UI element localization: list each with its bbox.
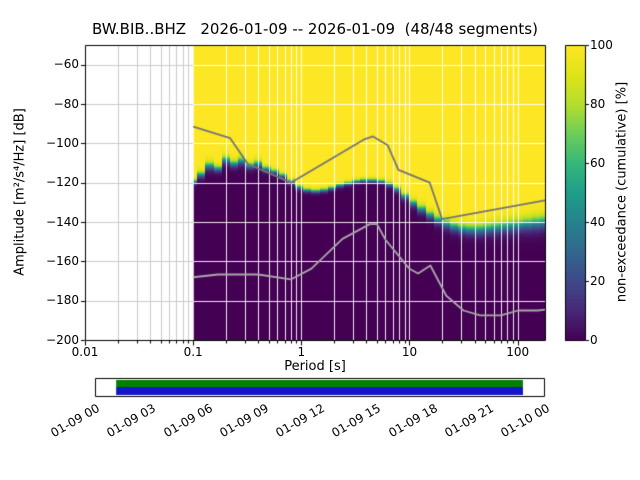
x-tick-label: 10	[401, 345, 418, 359]
x-tick-label: 0.01	[71, 345, 99, 359]
y-tick-label: −120	[46, 175, 79, 190]
y-axis-label: Amplitude [m²/s⁴/Hz] [dB]	[12, 108, 28, 276]
y-tick-label: −100	[46, 135, 79, 150]
x-tick-label: 0.1	[183, 345, 203, 359]
y-tick-label: −60	[53, 57, 79, 72]
y-tick-label: −180	[46, 293, 79, 308]
colorbar-tick-label: 80	[590, 96, 606, 111]
y-tick-label: −200	[46, 332, 79, 347]
x-tick-label: 1	[297, 345, 306, 359]
x-axis-label: Period [s]	[284, 359, 346, 374]
y-tick-label: −80	[53, 96, 79, 111]
colorbar-tick-label: 20	[590, 273, 606, 288]
y-tick-label: −140	[46, 214, 79, 229]
colorbar-tick-label: 60	[590, 155, 606, 170]
plot-title: BW.BIB..BHZ 2026-01-09 -- 2026-01-09 (48…	[92, 20, 538, 38]
colorbar-tick-label: 100	[590, 37, 613, 52]
colorbar-label: non-exceedance (cumulative) [%]	[614, 81, 630, 303]
colorbar-tick-label: 40	[590, 214, 606, 229]
colorbar-tick-label: 0	[590, 332, 598, 347]
x-tick-label: 100	[506, 345, 530, 359]
y-tick-label: −160	[46, 253, 79, 268]
